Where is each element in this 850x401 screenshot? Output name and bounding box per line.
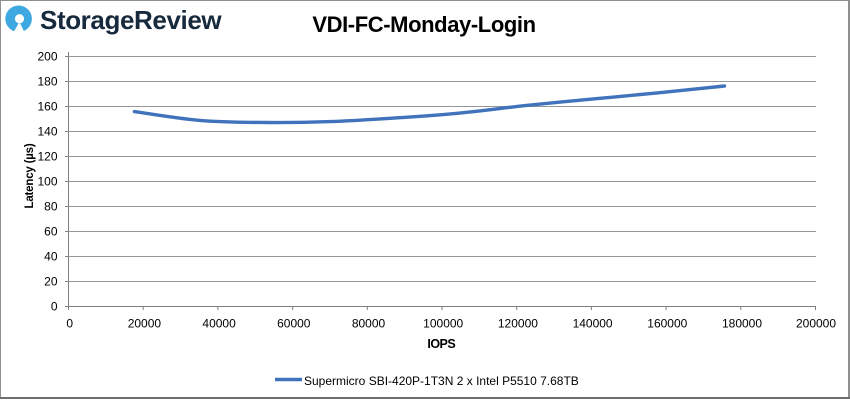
svg-text:0: 0 xyxy=(66,317,73,331)
svg-text:40: 40 xyxy=(44,250,58,264)
svg-text:100: 100 xyxy=(37,175,57,189)
svg-text:180: 180 xyxy=(37,75,57,89)
svg-text:140000: 140000 xyxy=(573,317,613,331)
svg-text:120000: 120000 xyxy=(498,317,538,331)
svg-text:160: 160 xyxy=(37,100,57,114)
svg-text:60: 60 xyxy=(44,225,58,239)
svg-text:200000: 200000 xyxy=(796,317,836,331)
svg-text:200: 200 xyxy=(37,50,57,64)
svg-text:140: 140 xyxy=(37,125,57,139)
svg-text:100000: 100000 xyxy=(423,317,463,331)
svg-text:20000: 20000 xyxy=(128,317,162,331)
svg-text:80000: 80000 xyxy=(352,317,386,331)
svg-text:120: 120 xyxy=(37,150,57,164)
svg-text:20: 20 xyxy=(44,275,58,289)
svg-text:80: 80 xyxy=(44,200,58,214)
svg-text:60000: 60000 xyxy=(277,317,311,331)
svg-text:Latency (µs): Latency (µs) xyxy=(24,143,36,208)
svg-text:160000: 160000 xyxy=(647,317,687,331)
svg-text:180000: 180000 xyxy=(722,317,762,331)
svg-text:40000: 40000 xyxy=(202,317,236,331)
svg-text:Supermicro SBI-420P-1T3N 2 x I: Supermicro SBI-420P-1T3N 2 x Intel P5510… xyxy=(304,374,579,388)
svg-text:0: 0 xyxy=(51,300,58,314)
svg-text:IOPS: IOPS xyxy=(427,337,455,351)
